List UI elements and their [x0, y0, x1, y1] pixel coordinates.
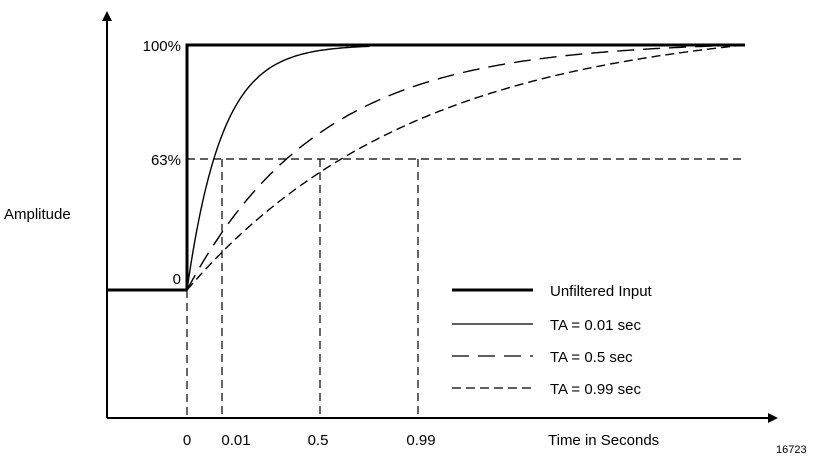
series-ta-0.99 [187, 45, 745, 290]
x-tick-label-0.5: 0.5 [308, 432, 329, 449]
x-tick-label-0.01: 0.01 [221, 432, 250, 449]
series-unfiltered-input [187, 45, 745, 290]
x-tick-label-0: 0 [183, 432, 191, 449]
y-tick-label-0: 0 [173, 271, 181, 288]
series-ta-0.01 [187, 45, 370, 290]
y-tick-label-63: 63% [151, 152, 181, 169]
legend-label-ta-0.5: TA = 0.5 sec [550, 349, 633, 366]
y-tick-label-100: 100% [143, 38, 181, 55]
x-axis-label: Time in Seconds [548, 432, 659, 449]
y-axis-label: Amplitude [4, 206, 71, 223]
legend-label-ta-0.99: TA = 0.99 sec [550, 381, 642, 398]
x-tick-label-0.99: 0.99 [406, 432, 435, 449]
figure-number: 16723 [776, 444, 807, 456]
series-ta-0.5 [187, 45, 745, 290]
series-layer [107, 45, 745, 290]
legend: Unfiltered Input TA = 0.01 sec TA = 0.5 … [452, 283, 653, 398]
legend-label-unfiltered: Unfiltered Input [550, 283, 653, 300]
legend-label-ta-0.01: TA = 0.01 sec [550, 317, 642, 334]
